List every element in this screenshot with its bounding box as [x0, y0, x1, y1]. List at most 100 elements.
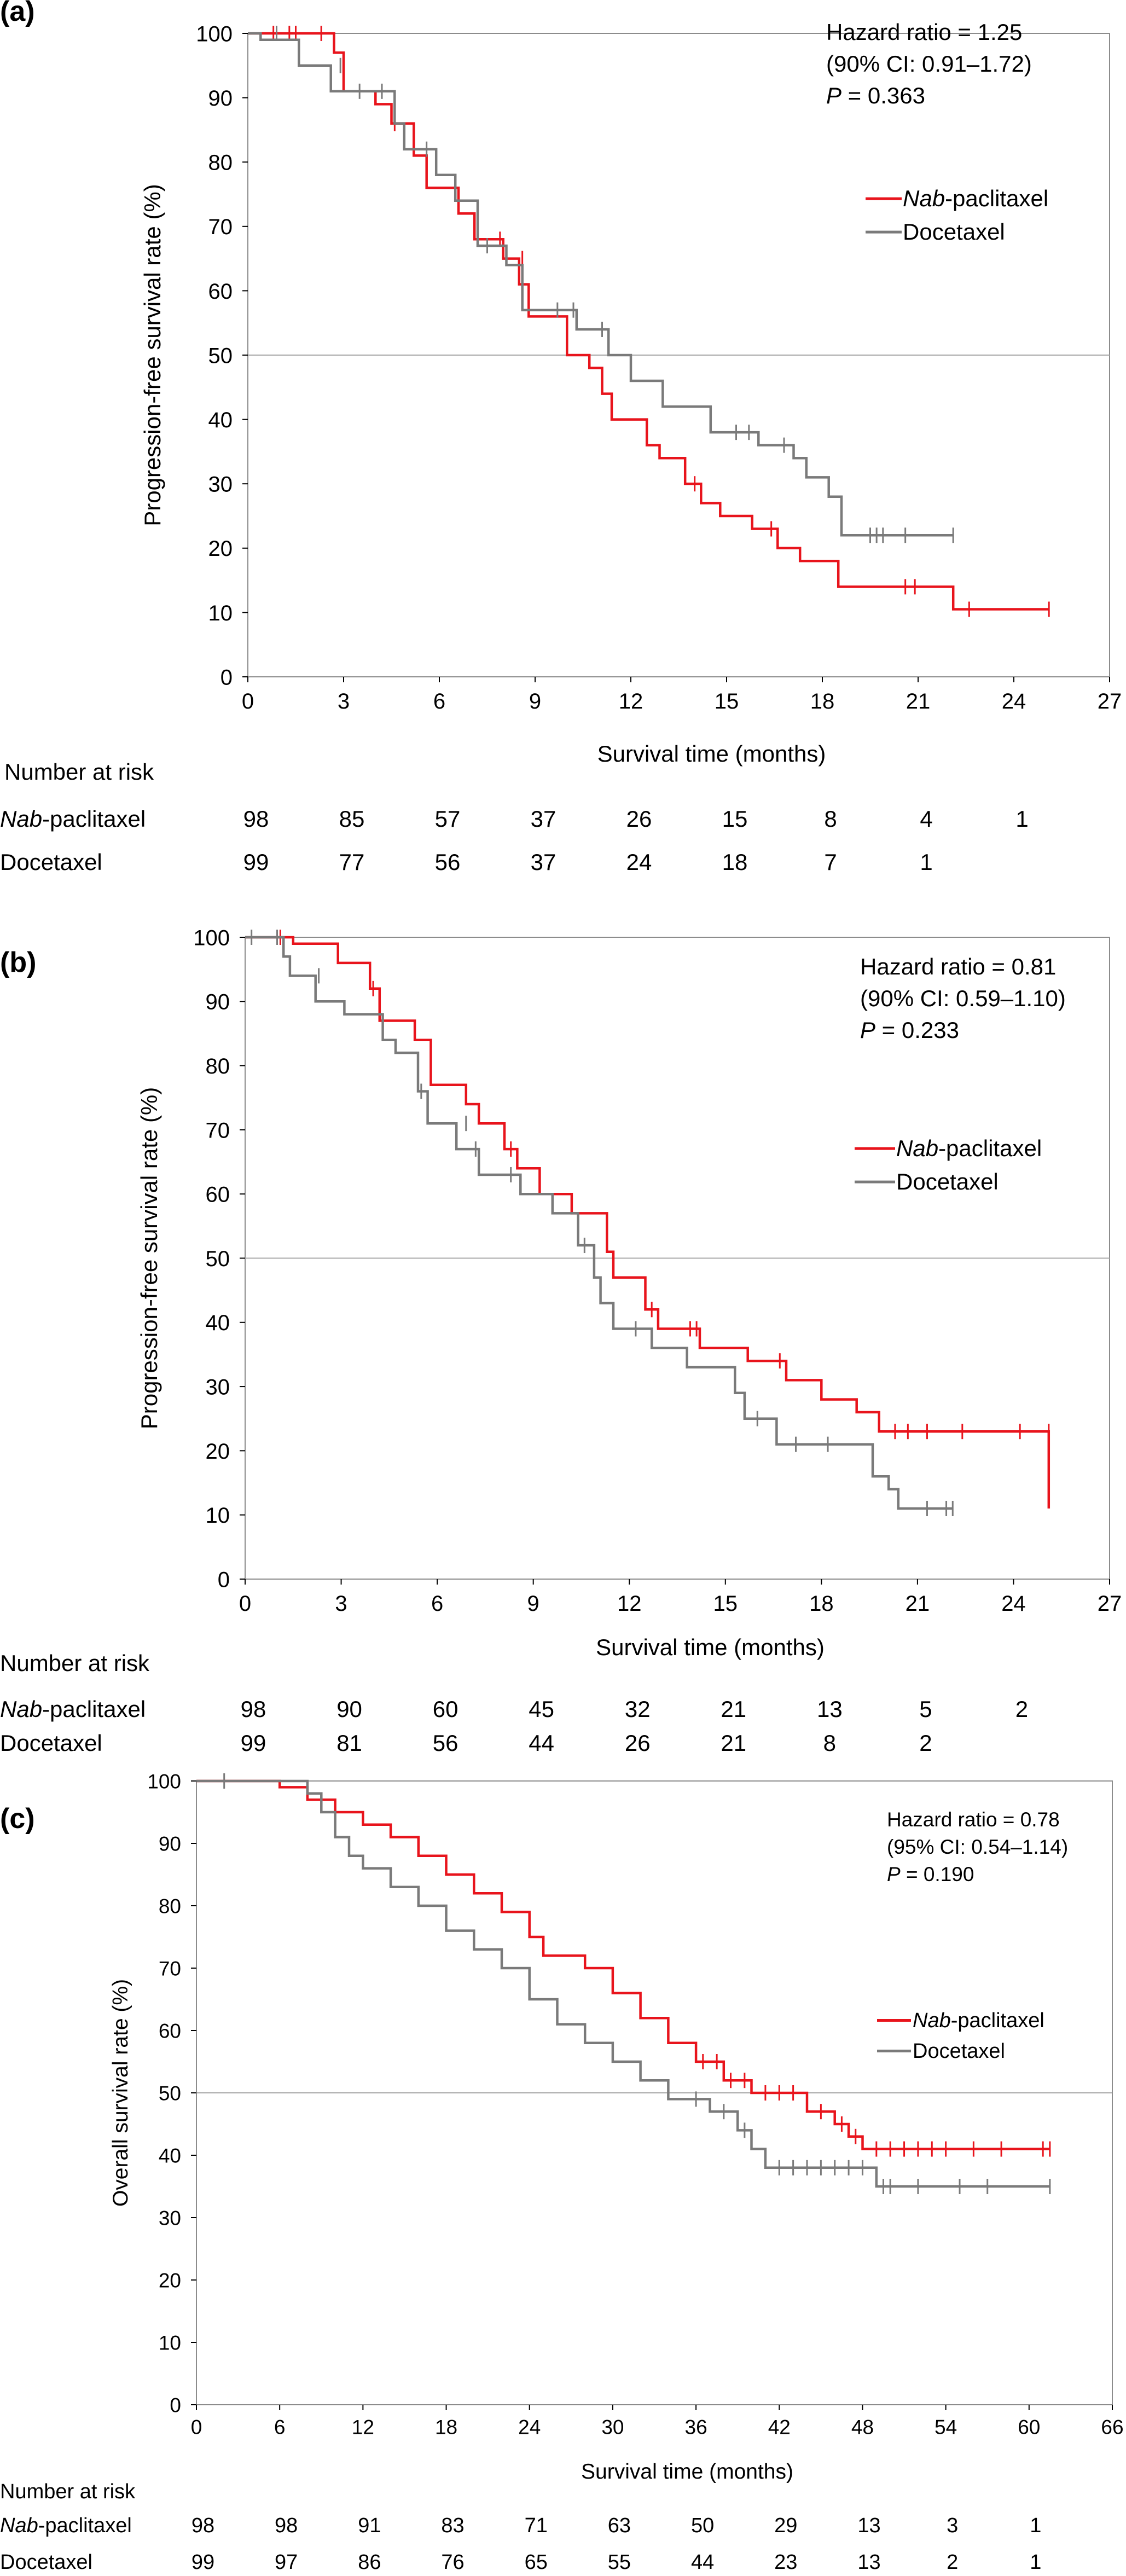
legend-label-nab-paclitaxel-italic: Nab — [903, 185, 945, 211]
y-tick-label: 30 — [208, 473, 233, 497]
panel-label: (a) — [0, 0, 35, 27]
x-tick-label: 0 — [239, 1592, 251, 1616]
risk-row-label-nab-paclitaxel: Nab-paclitaxel — [0, 1696, 146, 1722]
x-tick-label: 0 — [191, 2416, 202, 2439]
risk-count: 1 — [1030, 2551, 1041, 2574]
risk-row-label-docetaxel: Docetaxel — [0, 849, 102, 875]
y-axis-label: Overall survival rate (%) — [109, 1979, 132, 2207]
risk-count: 56 — [433, 1730, 458, 1756]
x-tick-label: 24 — [1002, 689, 1026, 713]
risk-count: 98 — [241, 1696, 266, 1722]
y-tick-label: 20 — [159, 2269, 181, 2291]
risk-count: 37 — [531, 849, 556, 875]
y-tick-label: 100 — [147, 1770, 181, 1792]
x-axis-label: Survival time (months) — [597, 741, 826, 767]
risk-count: 77 — [339, 849, 365, 875]
y-tick-label: 70 — [206, 1118, 230, 1142]
p-value-text-italic: P — [860, 1017, 875, 1043]
p-value-text-rest: = 0.233 — [875, 1017, 959, 1043]
x-tick-label: 15 — [715, 689, 739, 713]
y-tick-label: 0 — [218, 1568, 230, 1592]
risk-count: 76 — [441, 2551, 464, 2574]
x-tick-label: 54 — [935, 2416, 957, 2439]
risk-count: 98 — [275, 2514, 298, 2537]
series-line-nab-paclitaxel — [248, 32, 1049, 611]
x-tick-label: 6 — [274, 2416, 286, 2439]
y-tick-label: 90 — [206, 990, 230, 1014]
y-tick-label: 70 — [208, 215, 233, 239]
risk-count: 29 — [774, 2514, 797, 2537]
risk-count: 86 — [358, 2551, 381, 2574]
p-value-text-rest: = 0.190 — [901, 1863, 974, 1885]
x-tick-label: 24 — [1001, 1592, 1026, 1616]
x-tick-label: 36 — [685, 2416, 707, 2439]
p-value-text-rest: = 0.363 — [841, 83, 925, 108]
y-tick-label: 60 — [206, 1183, 230, 1207]
legend-label-nab-paclitaxel: Nab-paclitaxel — [896, 1135, 1042, 1161]
risk-count: 1 — [1030, 2514, 1041, 2537]
legend-label-nab-paclitaxel: Nab-paclitaxel — [913, 2009, 1044, 2032]
y-tick-label: 30 — [159, 2207, 181, 2229]
x-tick-label: 6 — [433, 689, 445, 713]
risk-row-label-nab-paclitaxel-italic: Nab — [0, 2514, 38, 2537]
risk-count: 99 — [243, 849, 269, 875]
risk-row-label-nab-paclitaxel-rest: -paclitaxel — [42, 1696, 146, 1722]
risk-row-label-nab-paclitaxel-italic: Nab — [0, 806, 42, 832]
risk-count: 99 — [191, 2551, 214, 2574]
legend-label-nab-paclitaxel: Nab-paclitaxel — [903, 185, 1048, 211]
y-tick-label: 80 — [208, 151, 233, 175]
risk-row-label-nab-paclitaxel: Nab-paclitaxel — [0, 806, 146, 832]
legend-label-nab-paclitaxel-italic: Nab — [896, 1135, 938, 1161]
p-value-text-italic: P — [887, 1863, 901, 1885]
risk-count: 2 — [1015, 1696, 1028, 1722]
risk-count: 3 — [947, 2514, 958, 2537]
risk-count: 71 — [525, 2514, 548, 2537]
x-axis-label: Survival time (months) — [581, 2460, 793, 2484]
risk-count: 55 — [608, 2551, 631, 2574]
risk-count: 5 — [919, 1696, 932, 1722]
risk-count: 8 — [824, 806, 837, 832]
legend-label-nab-paclitaxel-rest: -paclitaxel — [945, 185, 1048, 211]
x-tick-label: 12 — [352, 2416, 374, 2439]
y-tick-label: 80 — [159, 1895, 181, 1917]
y-tick-label: 70 — [159, 1957, 181, 1980]
legend-label-nab-paclitaxel-rest: -paclitaxel — [951, 2009, 1044, 2032]
legend-label-nab-paclitaxel-rest: -paclitaxel — [938, 1135, 1042, 1161]
risk-count: 24 — [626, 849, 652, 875]
legend-label-nab-paclitaxel-italic: Nab — [913, 2009, 951, 2032]
series-line-docetaxel — [248, 32, 954, 537]
y-tick-label: 10 — [208, 601, 233, 625]
y-tick-label: 50 — [206, 1247, 230, 1271]
risk-count: 65 — [525, 2551, 548, 2574]
x-tick-label: 18 — [809, 1592, 834, 1616]
risk-row-label-docetaxel-rest: Docetaxel — [0, 1730, 102, 1756]
x-tick-label: 21 — [906, 1592, 930, 1616]
risk-count: 15 — [722, 806, 748, 832]
risk-count: 13 — [817, 1696, 843, 1722]
risk-count: 1 — [1015, 806, 1028, 832]
risk-count: 60 — [433, 1696, 458, 1722]
y-tick-label: 0 — [170, 2394, 181, 2416]
y-axis-label: Progression-free survival rate (%) — [140, 184, 165, 526]
y-tick-label: 90 — [208, 86, 233, 111]
legend-label-docetaxel-rest: Docetaxel — [913, 2040, 1005, 2063]
risk-count: 2 — [947, 2551, 958, 2574]
y-tick-label: 20 — [208, 537, 233, 561]
y-tick-label: 60 — [208, 280, 233, 304]
x-tick-label: 42 — [768, 2416, 791, 2439]
x-tick-label: 12 — [617, 1592, 642, 1616]
risk-count: 2 — [919, 1730, 932, 1756]
y-axis-label: Progression-free survival rate (%) — [136, 1087, 162, 1430]
x-tick-label: 21 — [906, 689, 931, 713]
p-value-text: P = 0.233 — [860, 1017, 959, 1043]
risk-count: 4 — [920, 806, 932, 832]
y-tick-label: 40 — [208, 408, 233, 432]
risk-count: 57 — [435, 806, 461, 832]
x-tick-label: 24 — [518, 2416, 541, 2439]
legend-label-docetaxel: Docetaxel — [913, 2040, 1005, 2063]
x-tick-label: 9 — [529, 689, 541, 713]
series-line-docetaxel — [245, 936, 953, 1510]
x-tick-label: 3 — [335, 1592, 347, 1616]
